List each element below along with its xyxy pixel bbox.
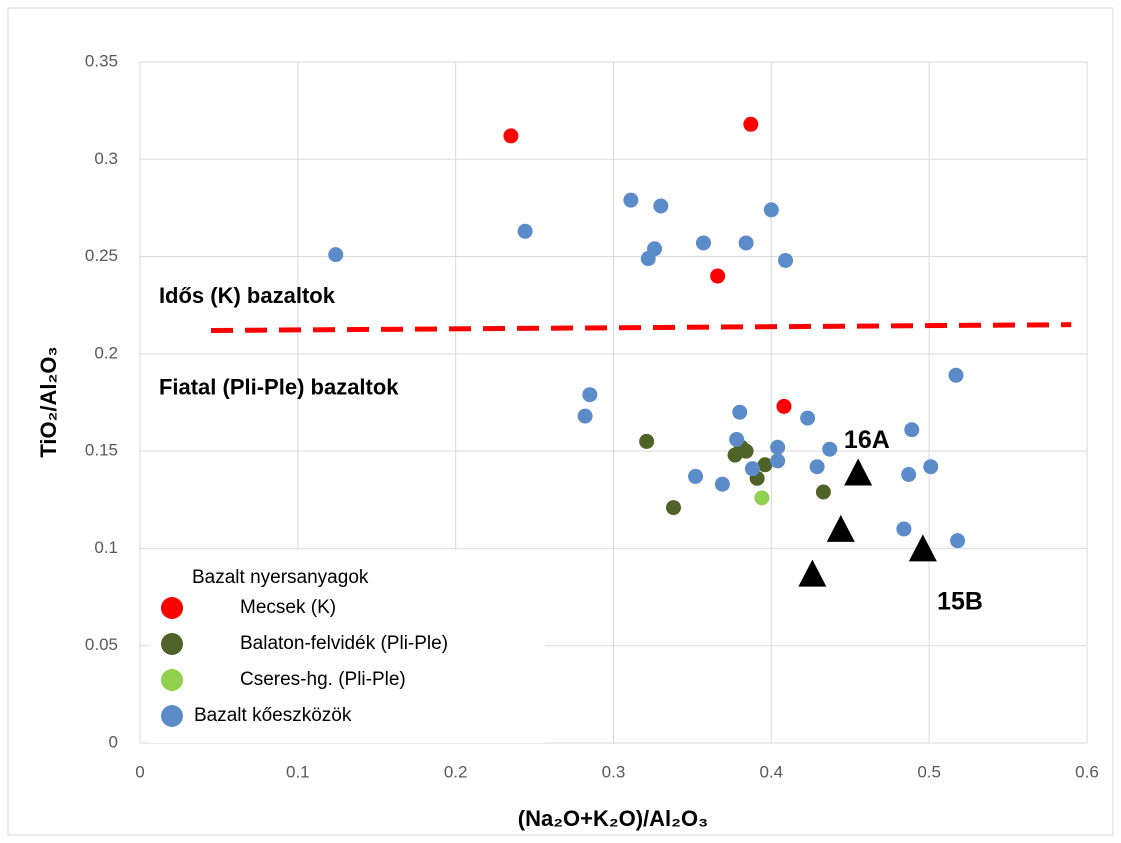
legend-label: Mecsek (K) xyxy=(240,597,336,618)
legend-label: Cseres-hg. (Pli-Ple) xyxy=(240,669,406,690)
point xyxy=(653,198,669,214)
point xyxy=(815,484,831,500)
point xyxy=(577,408,593,424)
y-tick-label: 0.2 xyxy=(94,343,118,362)
x-tick-label: 0.4 xyxy=(760,762,784,781)
reference-line xyxy=(211,322,1072,334)
legend-marker xyxy=(161,633,183,655)
annotation: Idős (K) bazaltok xyxy=(159,283,336,308)
point xyxy=(950,533,966,549)
point xyxy=(763,202,779,218)
y-axis-title: TiO₂/Al₂O₃ xyxy=(36,346,61,457)
annotation: 15B xyxy=(937,588,983,616)
point xyxy=(688,468,704,484)
point xyxy=(776,398,792,414)
point xyxy=(503,128,519,144)
point xyxy=(582,387,598,403)
triangle-point xyxy=(826,514,855,542)
x-tick-label: 0 xyxy=(135,762,144,781)
legend-label: Bazalt kőeszközök xyxy=(194,705,352,726)
point xyxy=(901,466,917,482)
legend-title: Bazalt nyersanyagok xyxy=(192,567,369,588)
point xyxy=(738,443,754,459)
point xyxy=(517,223,533,239)
x-tick-label: 0.1 xyxy=(286,762,310,781)
point xyxy=(623,192,639,208)
point xyxy=(809,459,825,475)
y-tick-label: 0.15 xyxy=(85,441,118,460)
point xyxy=(729,431,745,447)
point xyxy=(714,476,730,492)
point xyxy=(923,459,939,475)
point xyxy=(778,252,794,268)
point xyxy=(738,235,754,251)
point xyxy=(757,457,773,473)
point xyxy=(896,521,912,537)
annotation: 16A xyxy=(844,426,890,454)
point xyxy=(948,367,964,383)
y-tick-label: 0.25 xyxy=(85,246,118,265)
point xyxy=(695,235,711,251)
x-tick-label: 0.6 xyxy=(1075,762,1099,781)
point xyxy=(904,422,920,438)
triangle-point xyxy=(798,559,827,587)
legend-label: Balaton-felvidék (Pli-Ple) xyxy=(240,633,448,654)
legend-box xyxy=(150,550,545,743)
x-tick-label: 0.3 xyxy=(602,762,626,781)
x-tick-label: 0.5 xyxy=(917,762,941,781)
y-tick-label: 0.3 xyxy=(94,149,118,168)
point xyxy=(639,433,655,449)
point xyxy=(665,500,681,516)
point xyxy=(770,439,786,455)
point xyxy=(744,461,760,477)
x-axis-title: (Na₂O+K₂O)/Al₂O₃ xyxy=(518,806,708,831)
point xyxy=(800,410,816,426)
y-tick-label: 0.1 xyxy=(94,538,118,557)
point xyxy=(770,453,786,469)
annotation: Fiatal (Pli-Ple) bazaltok xyxy=(159,375,399,400)
point xyxy=(732,404,748,420)
y-tick-label: 0.05 xyxy=(85,635,118,654)
x-tick-label: 0.2 xyxy=(444,762,468,781)
point xyxy=(743,116,759,132)
y-tick-label: 0.35 xyxy=(85,51,118,70)
point xyxy=(647,241,663,257)
legend-marker xyxy=(161,669,183,691)
point xyxy=(754,490,770,506)
point xyxy=(328,247,344,263)
legend-marker xyxy=(161,597,183,619)
point xyxy=(822,441,838,457)
triangle-point xyxy=(844,458,873,486)
y-tick-label: 0 xyxy=(109,732,118,751)
triangle-point xyxy=(908,534,937,562)
point xyxy=(710,268,726,284)
legend-marker xyxy=(161,705,183,727)
